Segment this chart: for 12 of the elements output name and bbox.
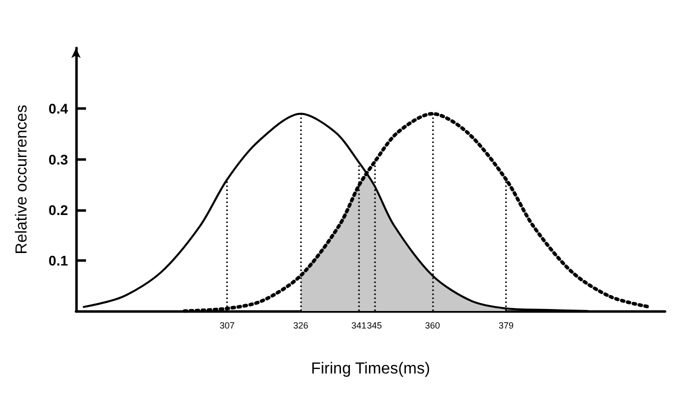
- x-axis-title: Firing Times(ms): [310, 360, 430, 378]
- y-tick-label: 0.2: [48, 202, 68, 218]
- x-tick-label: 307: [220, 320, 235, 330]
- y-tick-label: 0.3: [48, 151, 68, 168]
- x-tick-label: 345: [366, 320, 382, 330]
- y-axis-title: Relative occurrences: [14, 104, 30, 254]
- x-tick-label: 341: [351, 320, 366, 330]
- y-tick-label: 0.4: [48, 100, 68, 117]
- y-tick-label: 0.1: [48, 252, 68, 268]
- x-tick-label: 379: [498, 320, 514, 330]
- x-tick-label: 326: [293, 320, 308, 330]
- x-tick-label: 360: [424, 320, 440, 330]
